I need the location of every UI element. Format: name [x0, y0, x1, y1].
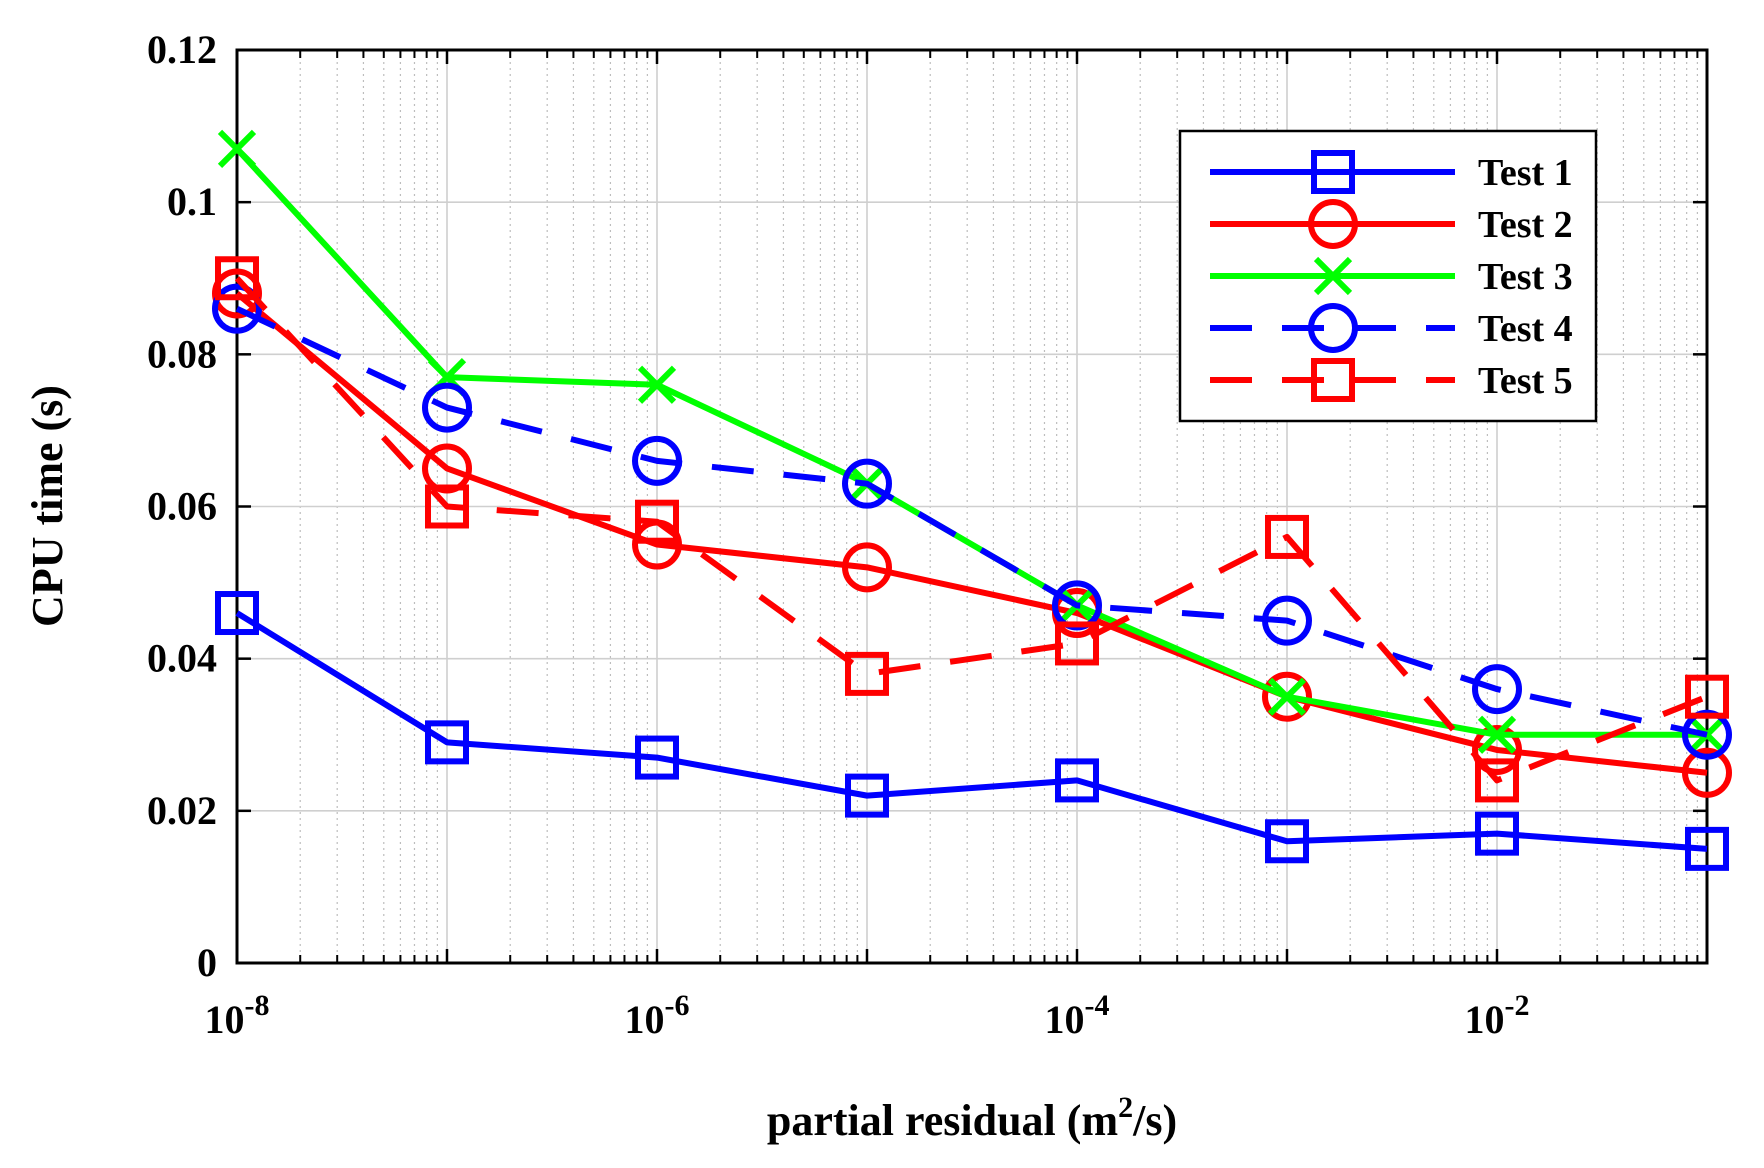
legend-marker	[1308, 303, 1358, 353]
data-point	[1265, 819, 1309, 864]
legend-entry: Test 1	[1210, 150, 1573, 194]
legend-marker	[1313, 256, 1353, 296]
axis-ticks	[235, 48, 1709, 965]
data-point	[632, 435, 682, 486]
legend-label: Test 5	[1478, 360, 1573, 402]
data-point	[1685, 826, 1729, 871]
x-tick-label: 10-6	[625, 989, 690, 1042]
series-line	[235, 291, 1708, 776]
legend-entry: Test 2	[1210, 199, 1573, 249]
data-point	[1472, 664, 1522, 715]
y-tick-label: 0	[197, 940, 217, 985]
data-point	[637, 365, 677, 404]
legend-entry: Test 3	[1210, 256, 1573, 298]
y-tick-label: 0.02	[147, 788, 217, 833]
x-tick-labels: 10-8 10-6 10-4 10-2	[205, 989, 1530, 1042]
series-lines	[212, 129, 1732, 871]
legend-label: Test 4	[1478, 308, 1573, 350]
legend-entry: Test 5	[1210, 358, 1573, 402]
legend-entry: Test 4	[1210, 303, 1573, 353]
series-line	[235, 305, 1708, 738]
data-point	[1477, 715, 1517, 754]
series-line	[235, 610, 1708, 852]
x-axis-title: partial residual (m2/s)	[767, 1091, 1177, 1145]
data-point	[1682, 747, 1732, 798]
series-test-1	[215, 591, 1729, 871]
legend-marker	[1308, 199, 1358, 249]
data-point	[845, 651, 889, 696]
data-point	[842, 458, 892, 509]
data-point	[1262, 671, 1312, 722]
y-axis-title: CPU time (s)	[23, 385, 72, 627]
x-tick-label: 10-8	[205, 989, 270, 1042]
data-point	[215, 256, 259, 301]
data-point	[1475, 811, 1519, 856]
data-point	[1472, 724, 1522, 775]
data-point	[425, 720, 469, 765]
series-line	[234, 276, 1709, 784]
data-point	[425, 484, 469, 529]
legend-marker	[1311, 358, 1355, 402]
data-point	[1267, 677, 1307, 716]
data-point	[1685, 674, 1729, 719]
x-tick-label: 10-2	[1465, 989, 1530, 1042]
legend-label: Test 1	[1478, 152, 1573, 194]
data-point	[217, 129, 257, 169]
data-point	[1262, 595, 1312, 646]
y-tick-labels: 0 0.02 0.04 0.06 0.08 0.1 0.12	[147, 27, 217, 985]
data-point	[1055, 621, 1099, 666]
y-tick-label: 0.06	[147, 484, 217, 529]
data-point	[212, 283, 262, 334]
data-point	[1475, 758, 1519, 803]
data-point	[1265, 514, 1309, 559]
x-tick-label: 10-4	[1045, 989, 1110, 1042]
y-tick-label: 0.04	[147, 636, 217, 681]
y-tick-label: 0.08	[147, 331, 217, 376]
data-point	[845, 773, 889, 818]
data-point	[422, 382, 472, 433]
legend: Test 1 Test 2 Test 3 Test 4 Test 5	[1178, 129, 1598, 423]
data-point	[1055, 758, 1099, 803]
legend-marker	[1311, 150, 1355, 194]
legend-label: Test 3	[1478, 256, 1573, 298]
data-point	[215, 591, 259, 636]
legend-label: Test 2	[1478, 204, 1573, 246]
series-test-5	[215, 256, 1729, 803]
y-tick-label: 0.12	[147, 27, 217, 72]
data-point	[635, 735, 679, 780]
y-tick-label: 0.1	[167, 179, 217, 224]
data-point	[635, 499, 679, 544]
series-line	[234, 146, 1707, 738]
data-point	[842, 542, 892, 593]
